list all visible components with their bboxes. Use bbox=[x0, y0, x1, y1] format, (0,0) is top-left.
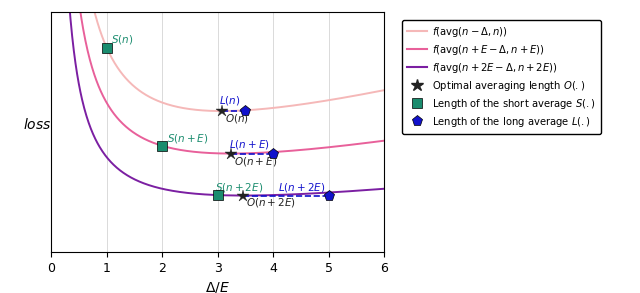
Text: $L(n+2E)$: $L(n+2E)$ bbox=[278, 180, 326, 193]
Legend: $f(\mathrm{avg}(n-\Delta, n))$, $f(\mathrm{avg}(n+E-\Delta, n+E))$, $f(\mathrm{a: $f(\mathrm{avg}(n-\Delta, n))$, $f(\math… bbox=[402, 20, 600, 134]
Text: $O(n+E)$: $O(n+E)$ bbox=[234, 154, 277, 168]
Y-axis label: $loss$: $loss$ bbox=[23, 117, 52, 132]
Text: $S(n+E)$: $S(n+E)$ bbox=[166, 132, 208, 145]
Text: $L(n+E)$: $L(n+E)$ bbox=[230, 138, 270, 151]
Text: $O(n+2E)$: $O(n+2E)$ bbox=[246, 196, 296, 209]
X-axis label: $\Delta/E$: $\Delta/E$ bbox=[205, 280, 230, 293]
Text: $S(n)$: $S(n)$ bbox=[111, 33, 133, 46]
Text: $L(n)$: $L(n)$ bbox=[220, 94, 241, 107]
Text: $O(n)$: $O(n)$ bbox=[225, 112, 249, 125]
Text: $S(n+2E)$: $S(n+2E)$ bbox=[215, 181, 263, 194]
